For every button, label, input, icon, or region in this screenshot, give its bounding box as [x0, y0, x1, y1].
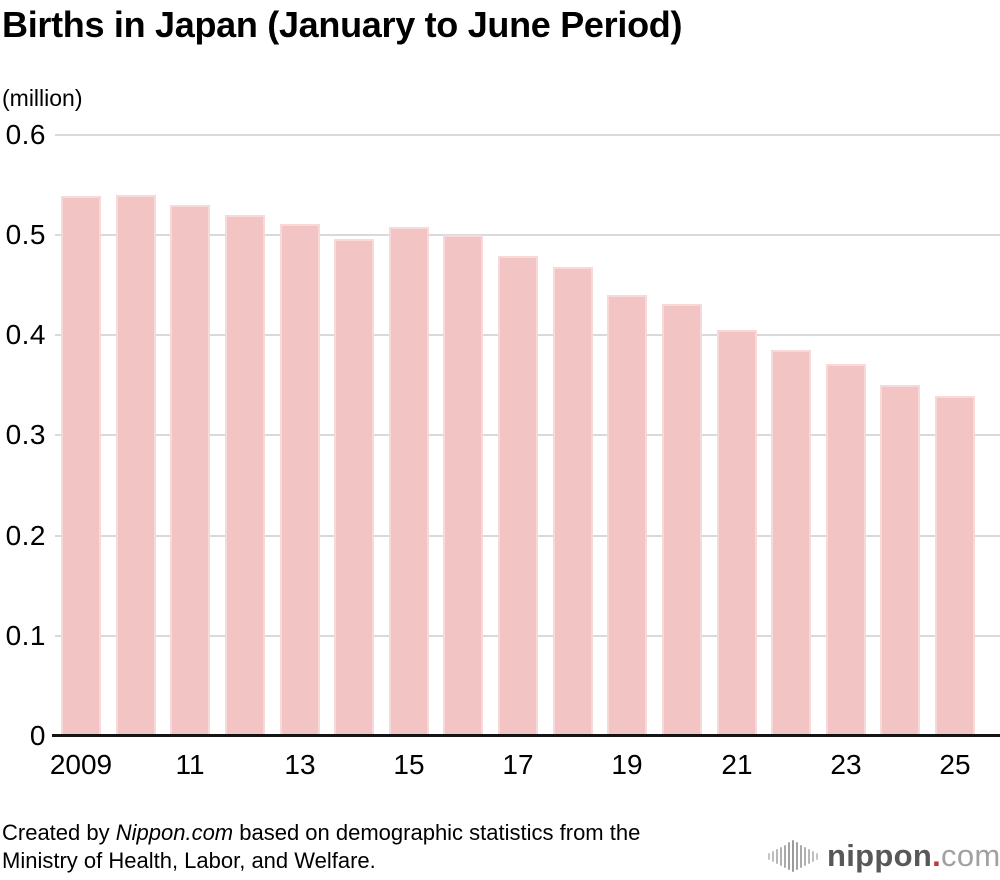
bar-2010 [116, 195, 156, 736]
x-tick-label-25: 25 [939, 749, 971, 780]
credit-line2: Ministry of Health, Labor, and Welfare. [2, 848, 376, 873]
bar-2024 [880, 385, 920, 736]
bar-2019 [607, 295, 647, 736]
source-credit: Created by Nippon.com based on demograph… [2, 819, 640, 875]
logo-waveform-bar [796, 842, 798, 870]
chart-title: Births in Japan (January to June Period) [2, 4, 683, 45]
bar-2023 [826, 364, 866, 736]
y-axis-unit-label: (million) [2, 85, 83, 111]
bar-2025 [935, 396, 975, 736]
bar-2022 [771, 350, 811, 736]
y-tick-label-0.1: 0.1 [5, 620, 46, 651]
logo-waveform-bar [808, 848, 810, 864]
x-tick-label-21: 21 [721, 749, 753, 780]
y-tick-label-0.4: 0.4 [5, 319, 46, 350]
logo-waveform-bar [780, 846, 782, 866]
x-axis-line [52, 734, 1000, 737]
y-tick-label-0.5: 0.5 [5, 219, 46, 250]
logo-dot: . [932, 838, 942, 873]
logo-waveform-bar [768, 852, 770, 860]
bar-2017 [498, 256, 538, 736]
gridline-0.5 [55, 234, 1000, 236]
gridline-0.6 [55, 134, 1000, 136]
bar-2013 [280, 224, 320, 736]
logo-waveform-bar [804, 846, 806, 866]
x-tick-label-23: 23 [830, 749, 862, 780]
bar-2014 [334, 239, 374, 736]
x-tick-label-19: 19 [611, 749, 643, 780]
credit-text-pre: Created by [2, 820, 116, 845]
bar-2021 [717, 330, 757, 736]
x-tick-label-11: 11 [175, 749, 205, 780]
y-tick-label-0.3: 0.3 [5, 419, 46, 450]
logo-waveform-bar [812, 850, 814, 862]
nippon-logo: nippon.com [768, 838, 1000, 874]
bar-2015 [389, 227, 429, 736]
logo-waveform-bar [792, 840, 794, 872]
logo-waveform-bar [816, 852, 818, 860]
x-tick-label-17: 17 [502, 749, 534, 780]
logo-waveform-bar [776, 848, 778, 864]
bar-2020 [662, 304, 702, 736]
x-tick-label-13: 13 [284, 749, 316, 780]
logo-brand: nippon [827, 838, 933, 873]
x-tick-label-2009: 2009 [49, 749, 113, 780]
bar-2012 [225, 215, 265, 736]
y-tick-label-0: 0 [29, 720, 46, 751]
y-tick-label-0.2: 0.2 [5, 520, 46, 551]
credit-text-post: based on demographic statistics from the [233, 820, 641, 845]
y-tick-label-0.6: 0.6 [5, 119, 46, 150]
logo-tld: com [941, 838, 1000, 873]
bar-2009 [61, 196, 101, 736]
bar-2011 [170, 205, 210, 736]
logo-waveform-bar [788, 842, 790, 870]
bar-2016 [443, 235, 483, 736]
logo-waveform-bar [772, 850, 774, 862]
nippon-waveform-icon [768, 839, 818, 873]
logo-waveform-bar [800, 844, 802, 868]
bar-2018 [553, 267, 593, 736]
x-tick-label-15: 15 [393, 749, 425, 780]
logo-waveform-bar [784, 844, 786, 868]
nippon-logo-text: nippon.com [827, 839, 1000, 873]
credit-source-name: Nippon.com [115, 820, 234, 845]
